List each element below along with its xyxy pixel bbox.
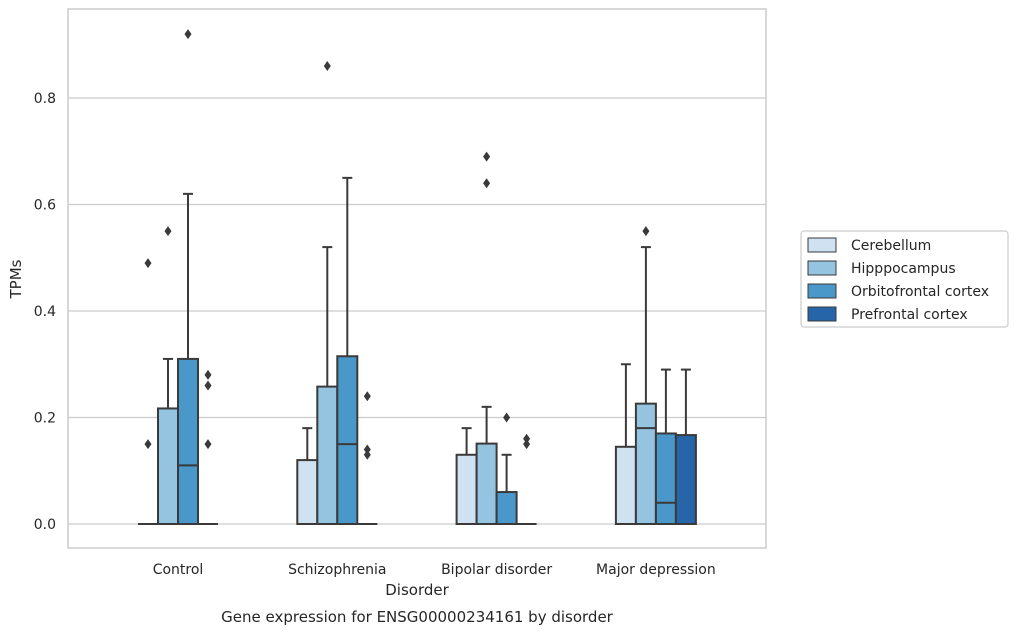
box-group — [296, 427, 319, 526]
y-axis-label: TPMs — [7, 259, 25, 299]
outlier-marker — [642, 226, 650, 237]
box-rect — [495, 491, 518, 525]
box-rect — [316, 385, 339, 525]
legend-label: Orbitofrontal cortex — [851, 284, 989, 300]
legend-swatch — [807, 306, 837, 322]
legend-label: Hipppocampus — [851, 261, 956, 277]
box-rect — [614, 445, 637, 526]
box-rect — [475, 442, 498, 525]
y-tick-label: 0.6 — [34, 198, 56, 214]
x-tick-label: Bipolar disorder — [441, 562, 552, 578]
legend: Cerebellum Hipppocampus Orbitofrontal cort… — [800, 230, 1009, 328]
outlier-marker — [503, 412, 511, 423]
outlier-marker — [363, 449, 371, 460]
box-group — [495, 412, 518, 525]
x-tick-label: Schizophrenia — [288, 562, 386, 578]
box-group — [634, 226, 657, 525]
box-rect — [634, 402, 657, 525]
tick-layer: 0.0 0.2 0.4 0.6 0.8 Control Schizophrenia Bipol… — [34, 91, 716, 578]
outlier-marker — [523, 439, 531, 450]
box-rect — [157, 407, 179, 526]
box-group — [177, 29, 199, 525]
y-tick-label: 0.4 — [34, 304, 56, 320]
box-rect — [654, 432, 677, 526]
box-group — [157, 226, 179, 526]
legend-frame — [800, 230, 1009, 328]
box-group — [475, 151, 498, 525]
box-group — [516, 433, 537, 525]
box-group — [614, 363, 637, 526]
box-group — [138, 258, 158, 525]
box-group — [357, 391, 378, 525]
y-tick-label: 0.8 — [34, 91, 56, 107]
outlier-marker — [523, 433, 531, 444]
outlier-marker — [164, 226, 172, 237]
box-rect — [455, 453, 478, 525]
outlier-marker — [204, 380, 212, 391]
box-rect — [177, 357, 199, 525]
outlier-marker — [204, 439, 212, 450]
legend-swatch — [807, 237, 837, 253]
box-group — [455, 427, 478, 525]
box-group — [336, 176, 359, 526]
x-tick-label: Major depression — [596, 562, 716, 578]
y-tick-label: 0.2 — [34, 411, 56, 427]
outlier-marker — [323, 61, 331, 72]
box-layer — [138, 29, 697, 526]
outlier-marker — [483, 151, 491, 162]
box-group — [316, 61, 339, 525]
legend-label: Cerebellum — [851, 238, 931, 254]
legend-label: Prefrontal cortex — [851, 307, 968, 323]
x-tick-label: Control — [153, 562, 204, 578]
chart-title: Gene expression for ENSG00000234161 by d… — [221, 608, 614, 626]
outlier-marker — [184, 29, 192, 40]
box-rect — [296, 459, 319, 526]
legend-swatch — [807, 283, 837, 299]
outlier-marker — [144, 258, 152, 269]
x-axis-label: Disorder — [385, 581, 449, 599]
outlier-marker — [483, 178, 491, 189]
box-group — [674, 368, 697, 526]
outlier-marker — [363, 391, 371, 402]
outlier-marker — [204, 369, 212, 380]
box-group — [654, 368, 677, 526]
outlier-marker — [144, 439, 152, 450]
outlier-marker — [363, 444, 371, 455]
y-tick-label: 0.0 — [34, 517, 56, 533]
legend-swatch — [807, 260, 837, 276]
box-rect — [674, 434, 697, 526]
box-rect — [336, 355, 359, 526]
plot-frame — [67, 8, 767, 549]
box-group — [198, 369, 218, 525]
